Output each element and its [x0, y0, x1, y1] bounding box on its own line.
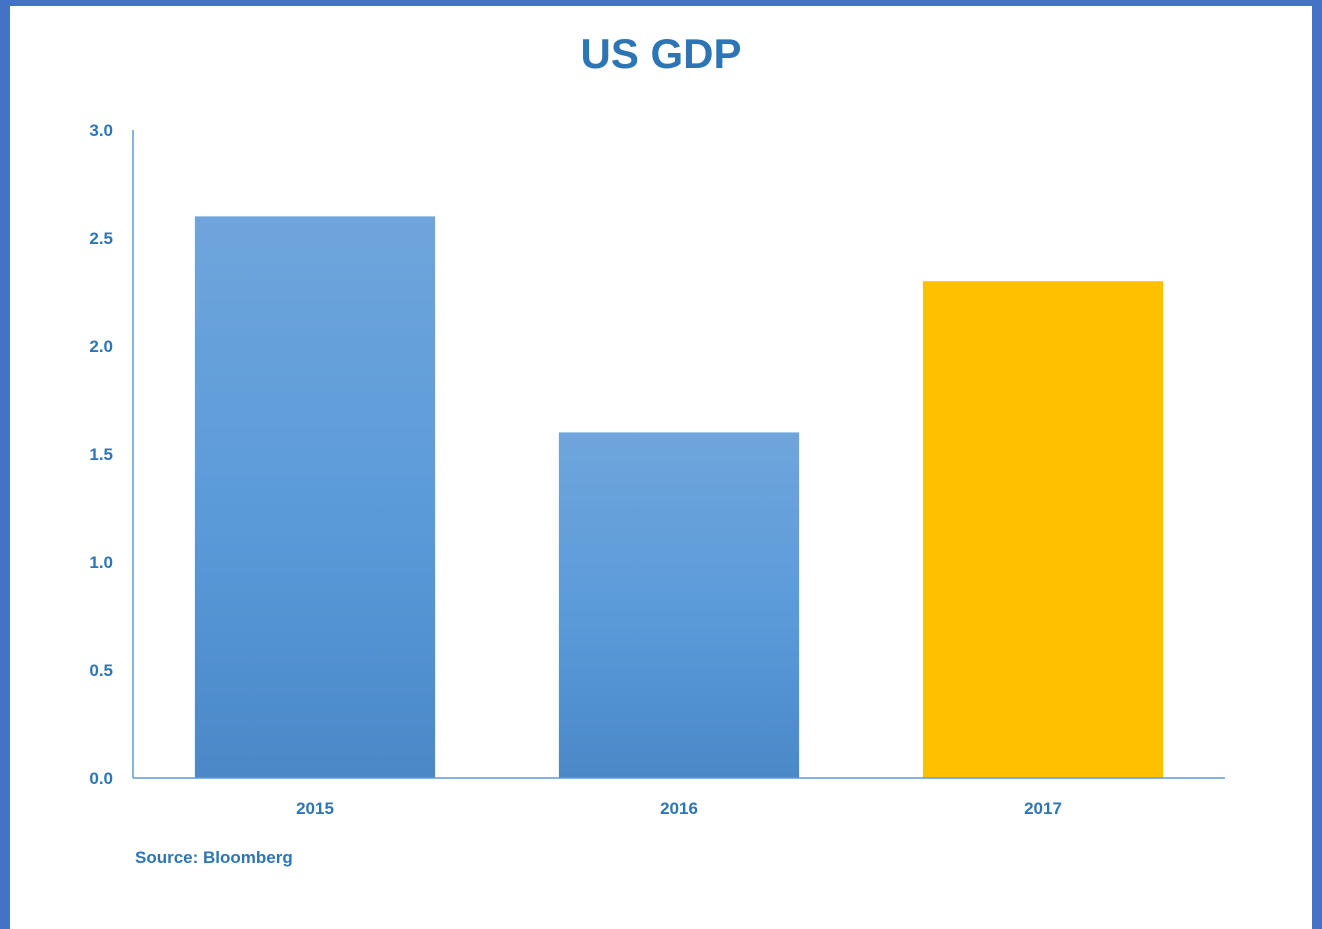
source-note: Source: Bloomberg	[135, 848, 293, 867]
y-tick-label: 1.0	[89, 553, 113, 572]
y-tick-label: 0.5	[89, 661, 113, 680]
y-tick-label: 2.0	[89, 337, 113, 356]
x-tick-label: 2017	[1024, 799, 1062, 818]
bar-2015	[194, 216, 436, 778]
y-tick-label: 1.5	[89, 445, 113, 464]
chart-title: US GDP	[580, 30, 742, 77]
x-tick-label: 2015	[296, 799, 334, 818]
x-tick-label: 2016	[660, 799, 698, 818]
y-tick-label: 0.0	[89, 769, 113, 788]
y-tick-label: 2.5	[89, 229, 113, 248]
bar-2017	[922, 281, 1164, 778]
bar-2016	[558, 432, 800, 778]
y-tick-label: 3.0	[89, 121, 113, 140]
